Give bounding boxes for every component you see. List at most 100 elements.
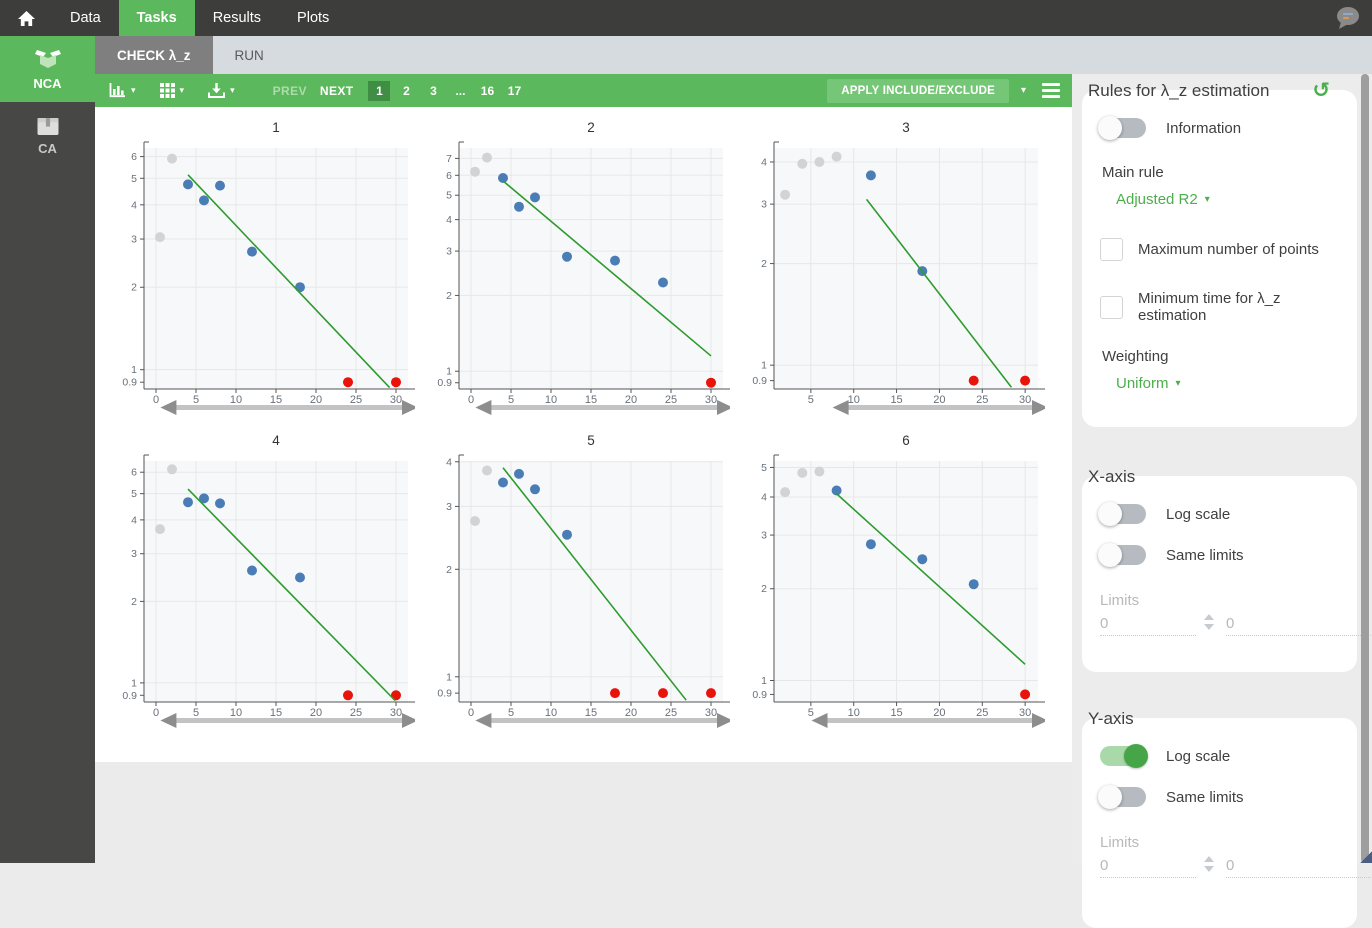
svg-text:20: 20 xyxy=(933,707,945,719)
sidebar-item-nca[interactable]: NCA xyxy=(0,36,95,102)
spinner-down-icon[interactable] xyxy=(1204,866,1214,872)
nav-tasks[interactable]: Tasks xyxy=(118,0,195,36)
svg-text:5: 5 xyxy=(808,394,814,406)
apply-include-exclude-button[interactable]: APPLY INCLUDE/EXCLUDE xyxy=(827,78,1009,103)
svg-text:5: 5 xyxy=(508,707,514,719)
module-sidebar: NCA CA xyxy=(0,36,95,863)
plot-canvas-4[interactable]: 6 5 4 3 2 10.9 0 5 10 15 20 25 30 xyxy=(100,428,415,741)
svg-text:6: 6 xyxy=(131,151,137,163)
y-limit-min-stepper[interactable] xyxy=(1204,856,1214,872)
min-time-checkbox[interactable] xyxy=(1100,295,1123,319)
apply-dropdown-caret[interactable]: ▾ xyxy=(1020,85,1026,96)
x-log-scale-toggle[interactable] xyxy=(1098,502,1146,526)
svg-text:1: 1 xyxy=(761,360,767,372)
panel-scrollbar[interactable] xyxy=(1361,74,1369,863)
x-same-limits-label: Same limits xyxy=(1166,546,1244,564)
svg-text:15: 15 xyxy=(270,394,282,406)
chart-type-button[interactable]: ▾ xyxy=(99,83,146,98)
chat-bubble-icon[interactable] xyxy=(1332,5,1362,31)
plot-title: 2 xyxy=(587,120,595,135)
plot-canvas-6[interactable]: 5 4 3 2 1 0.9 5 10 15 20 25 30 xyxy=(730,428,1045,741)
y-log-scale-toggle[interactable] xyxy=(1100,744,1148,768)
y-limits-label: Limits xyxy=(1100,834,1140,851)
weighting-dropdown[interactable]: Uniform ▾ xyxy=(1116,375,1181,392)
sidebar-item-label: NCA xyxy=(33,76,62,91)
spinner-up-icon[interactable] xyxy=(1204,614,1214,620)
grid-icon xyxy=(159,83,175,98)
page-button-16[interactable]: 16 xyxy=(480,83,495,98)
svg-text:30: 30 xyxy=(705,707,717,719)
plot-title: 3 xyxy=(902,120,910,135)
plot-canvas-3[interactable]: 4 3 2 1 0.9 5 10 15 20 25 30 xyxy=(730,115,1045,428)
x-limits-label: Limits xyxy=(1100,592,1140,609)
x-axis-card: Log scale Same limits Limits xyxy=(1082,476,1372,672)
page-button-17[interactable]: 17 xyxy=(507,83,522,98)
nav-results[interactable]: Results xyxy=(212,10,262,26)
page-button-3[interactable]: 3 xyxy=(430,83,437,98)
svg-text:4: 4 xyxy=(131,514,137,526)
plots-grid: 1 6 5 4 3 2 1 0.9 0 5 10 15 20 25 30 2 7 6 5 4 3 2 1 0.9 0 5 10… xyxy=(95,107,1072,762)
nav-plots[interactable]: Plots xyxy=(297,10,330,26)
page-ellipsis: ... xyxy=(455,83,466,98)
svg-text:5: 5 xyxy=(131,488,137,500)
svg-text:4: 4 xyxy=(446,214,452,226)
x-limit-min-input[interactable] xyxy=(1100,613,1196,636)
plot-title: 5 xyxy=(587,433,595,448)
spinner-down-icon[interactable] xyxy=(1204,624,1214,630)
svg-text:0.9: 0.9 xyxy=(752,375,767,387)
page-button-1[interactable]: 1 xyxy=(368,80,391,101)
x-limit-min-stepper[interactable] xyxy=(1204,614,1214,630)
export-button[interactable]: ▾ xyxy=(198,82,245,99)
page-button-2[interactable]: 2 xyxy=(403,83,410,98)
max-points-checkbox[interactable] xyxy=(1100,238,1123,261)
resize-handle[interactable] xyxy=(1359,850,1372,863)
svg-text:3: 3 xyxy=(761,530,767,542)
svg-text:2: 2 xyxy=(761,258,767,270)
grid-layout-button[interactable]: ▾ xyxy=(150,83,195,98)
svg-text:10: 10 xyxy=(848,707,860,719)
plot-title: 1 xyxy=(272,120,280,135)
svg-text:30: 30 xyxy=(390,394,402,406)
information-toggle[interactable] xyxy=(1098,116,1146,140)
svg-text:4: 4 xyxy=(761,492,767,504)
tab-check-lambda-z[interactable]: CHECK λ_z xyxy=(95,36,213,74)
plot-canvas-5[interactable]: 4 3 2 1 0.9 0 5 10 15 20 25 30 xyxy=(415,428,730,741)
y-same-limits-toggle[interactable] xyxy=(1098,785,1146,809)
svg-text:1: 1 xyxy=(446,671,452,683)
reset-icon[interactable]: ↺ xyxy=(1312,78,1330,102)
min-time-label: Minimum time for λ_z estimation xyxy=(1138,290,1281,324)
plot-cell-2: 2 7 6 5 4 3 2 1 0.9 0 5 10 15 20 25 30 xyxy=(415,115,730,428)
svg-text:3: 3 xyxy=(131,234,137,246)
plot-canvas-2[interactable]: 7 6 5 4 3 2 10.9 0 5 10 15 20 25 30 xyxy=(415,115,730,428)
sidebar-item-label: CA xyxy=(38,140,57,156)
nav-data[interactable]: Data xyxy=(70,10,101,26)
main-rule-value: Adjusted R2 xyxy=(1116,191,1198,208)
weighting-value: Uniform xyxy=(1116,375,1169,392)
prev-page-button[interactable]: PREV xyxy=(272,83,307,98)
svg-text:5: 5 xyxy=(761,462,767,474)
svg-text:0: 0 xyxy=(468,394,474,406)
x-log-scale-label: Log scale xyxy=(1166,505,1231,523)
svg-text:4: 4 xyxy=(761,157,767,169)
svg-text:4: 4 xyxy=(446,456,452,468)
tab-run[interactable]: RUN xyxy=(234,47,264,63)
y-limit-min-input[interactable] xyxy=(1100,855,1196,878)
next-page-button[interactable]: NEXT xyxy=(319,83,354,98)
home-button[interactable] xyxy=(0,0,52,36)
menu-icon[interactable] xyxy=(1042,80,1060,101)
svg-text:20: 20 xyxy=(933,394,945,406)
svg-text:0: 0 xyxy=(153,707,159,719)
sidebar-item-ca[interactable]: CA xyxy=(0,102,95,168)
svg-text:7: 7 xyxy=(446,153,452,165)
settings-panel: Rules for λ_z estimation ↺ Information M… xyxy=(1072,74,1372,928)
x-limit-max-input[interactable] xyxy=(1226,613,1372,636)
svg-text:3: 3 xyxy=(446,501,452,513)
main-rule-dropdown[interactable]: Adjusted R2 ▾ xyxy=(1116,191,1210,208)
x-same-limits-toggle[interactable] xyxy=(1098,543,1146,567)
spinner-up-icon[interactable] xyxy=(1204,856,1214,862)
y-limit-max-input[interactable] xyxy=(1226,855,1372,878)
topbar: Data Tasks Results Plots xyxy=(0,0,1372,36)
svg-text:5: 5 xyxy=(446,190,452,202)
svg-text:0: 0 xyxy=(153,394,159,406)
